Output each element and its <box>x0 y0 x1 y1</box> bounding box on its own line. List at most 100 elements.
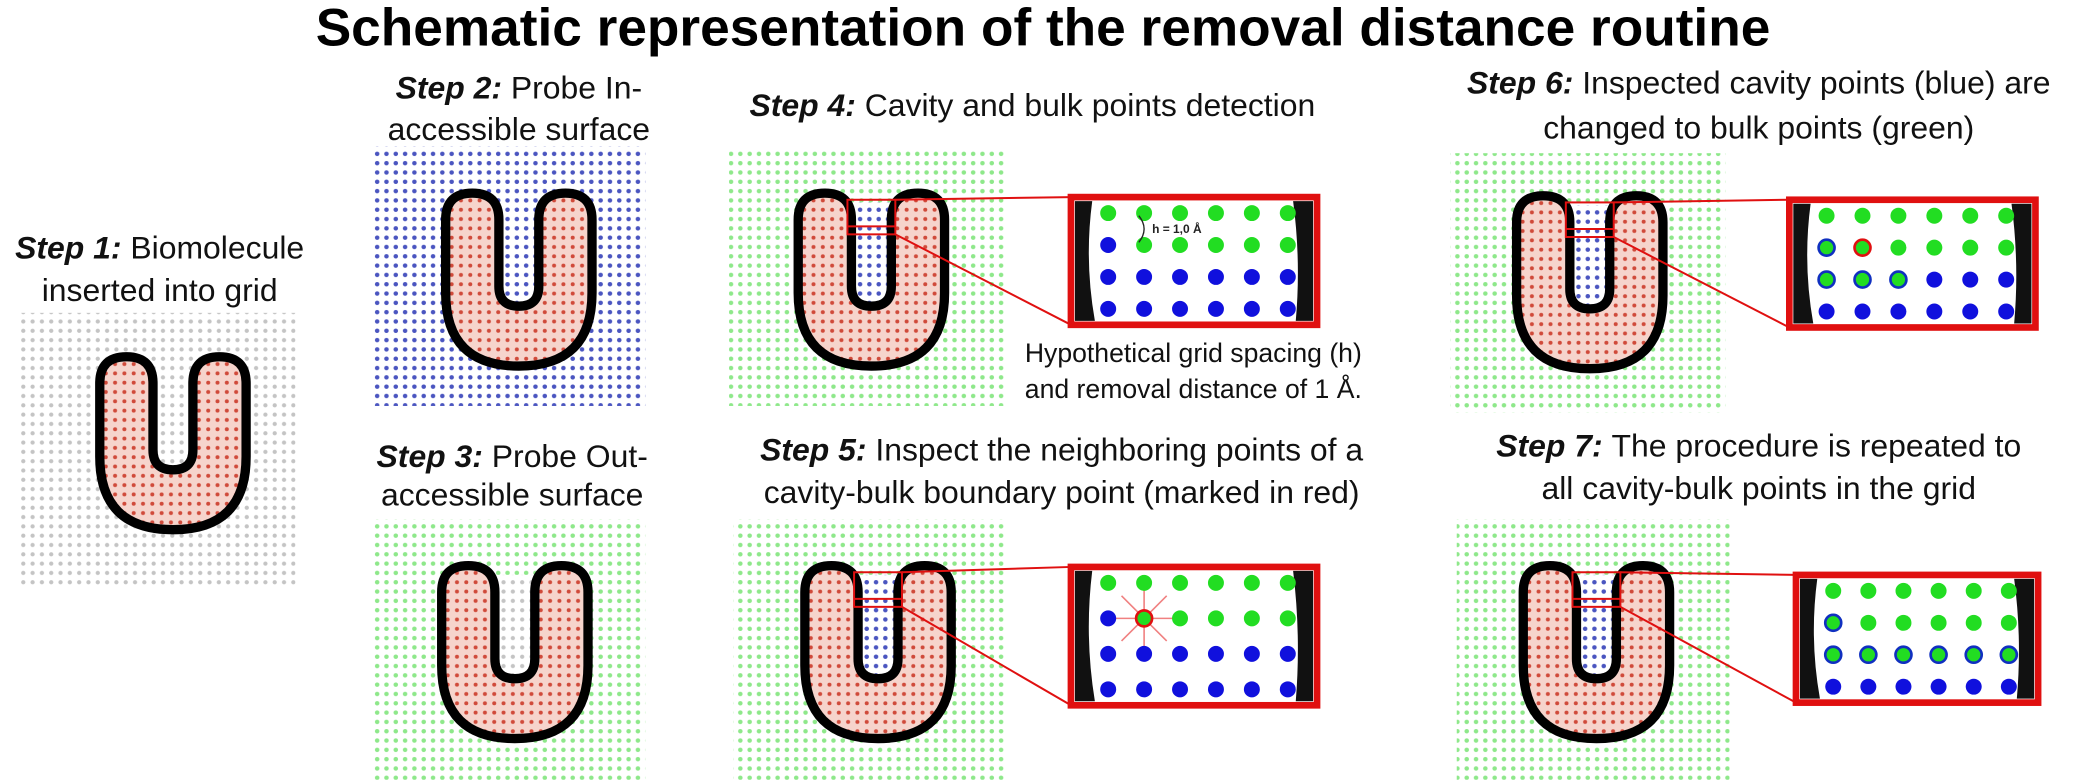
grid-point <box>1890 207 1907 224</box>
grid-point <box>1825 678 1842 695</box>
biomolecule <box>1511 191 1668 374</box>
step-line: accessible surface <box>381 477 643 513</box>
step-line: Inspect the neighboring points of a <box>875 432 1363 468</box>
grid-point <box>1207 610 1224 627</box>
zoom-connector <box>901 605 1072 707</box>
step-text: Step 3: Probe Out- <box>377 438 648 474</box>
grid-point <box>1172 237 1189 253</box>
grid-point <box>1894 645 1913 665</box>
grid-point <box>1100 645 1117 662</box>
grid-point <box>1926 239 1943 256</box>
step-line: Cavity and bulk points detection <box>865 87 1316 123</box>
step-space <box>1603 428 1612 464</box>
grid-point <box>1926 271 1943 288</box>
step-space <box>1573 64 1582 100</box>
grid-point <box>1890 239 1907 256</box>
grid-point <box>1243 610 1260 627</box>
grid-point <box>1929 645 1948 665</box>
cavity <box>858 574 898 679</box>
grid-point <box>1930 582 1947 599</box>
step-line: The procedure is repeated to <box>1611 428 2021 464</box>
zoom-wall <box>1799 578 1820 699</box>
grid-point <box>1207 681 1224 698</box>
step-text: Step 2: Probe In- <box>396 70 643 106</box>
grid-point <box>1889 270 1908 289</box>
zoom-wall <box>1793 203 1814 324</box>
grid-point <box>1243 300 1260 317</box>
grid-point <box>1100 205 1117 222</box>
grid-point <box>1965 678 1982 695</box>
grid-point <box>1136 268 1153 285</box>
grid-point <box>1890 303 1907 320</box>
molecule-shape <box>441 188 597 371</box>
zoom-connector <box>1613 198 1790 204</box>
grid-point <box>1962 303 1979 320</box>
grid-point <box>1100 610 1117 627</box>
grid-point <box>1100 574 1117 591</box>
step-space <box>483 438 492 474</box>
zoom-connector <box>894 233 1072 326</box>
grid-point <box>1100 300 1117 317</box>
step-label: Step 6: <box>1467 64 1573 100</box>
grid-point <box>1895 678 1912 695</box>
grid-point <box>1172 645 1189 662</box>
grid-point <box>1207 237 1224 253</box>
grid-point <box>1243 681 1260 698</box>
grid-point <box>2000 614 2017 631</box>
grid-point <box>1853 270 1872 289</box>
grid-point <box>1207 205 1224 222</box>
grid-point <box>1965 582 1982 599</box>
grid-point <box>1243 645 1260 662</box>
grid-point <box>1998 239 2015 256</box>
grid-point <box>1998 207 2015 224</box>
grid-point <box>1859 645 1878 665</box>
grid-point <box>1962 207 1979 224</box>
zoom-connector <box>1620 571 1796 576</box>
step-line: cavity-bulk boundary point (marked in re… <box>764 474 1360 510</box>
step-space <box>121 229 130 265</box>
grid-point <box>1243 205 1260 222</box>
zoom-wall <box>2014 578 2035 699</box>
grid-point <box>2000 678 2017 695</box>
zoom-region <box>846 198 897 236</box>
biomolecule <box>95 352 251 535</box>
step-label: Step 1: <box>15 229 121 265</box>
step-text: accessible surface <box>381 477 643 513</box>
step-line: all cavity-bulk points in the grid <box>1541 470 1976 506</box>
grid-point <box>1930 678 1947 695</box>
biomolecule <box>793 188 950 371</box>
grid-point <box>1136 205 1153 222</box>
grid-point <box>1962 271 1979 288</box>
zoom-region <box>1564 201 1615 239</box>
step-line: accessible surface <box>388 111 650 147</box>
zoom-connector <box>895 196 1071 201</box>
grid-point <box>1817 238 1836 257</box>
grid-point <box>1279 610 1296 627</box>
grid-point <box>1823 613 1843 633</box>
grid-point <box>1172 300 1189 317</box>
biomolecule <box>437 560 593 744</box>
zoom-wall <box>1293 201 1314 321</box>
step-space <box>856 87 865 123</box>
grid-point <box>1998 271 2015 288</box>
step-text: Step 5: Inspect the neighboring points o… <box>760 432 1363 468</box>
grid-point <box>1860 582 1877 599</box>
grid-point <box>1817 270 1836 289</box>
step-text: all cavity-bulk points in the grid <box>1541 470 1976 506</box>
grid-point <box>1279 205 1296 222</box>
grid-point <box>1825 582 1842 599</box>
step-text: inserted into grid <box>42 272 278 308</box>
grid-point <box>1818 207 1835 224</box>
grid-point <box>1207 645 1224 662</box>
cavity <box>1576 574 1617 679</box>
step-label: Step 5: <box>760 432 866 468</box>
grid-point <box>1279 237 1296 253</box>
grid-point <box>1136 645 1153 662</box>
biomolecule <box>1518 560 1675 744</box>
grid-point <box>1100 237 1117 253</box>
cavity <box>494 574 535 679</box>
grid-point <box>1895 614 1912 631</box>
step-label: Step 3: <box>377 438 483 474</box>
